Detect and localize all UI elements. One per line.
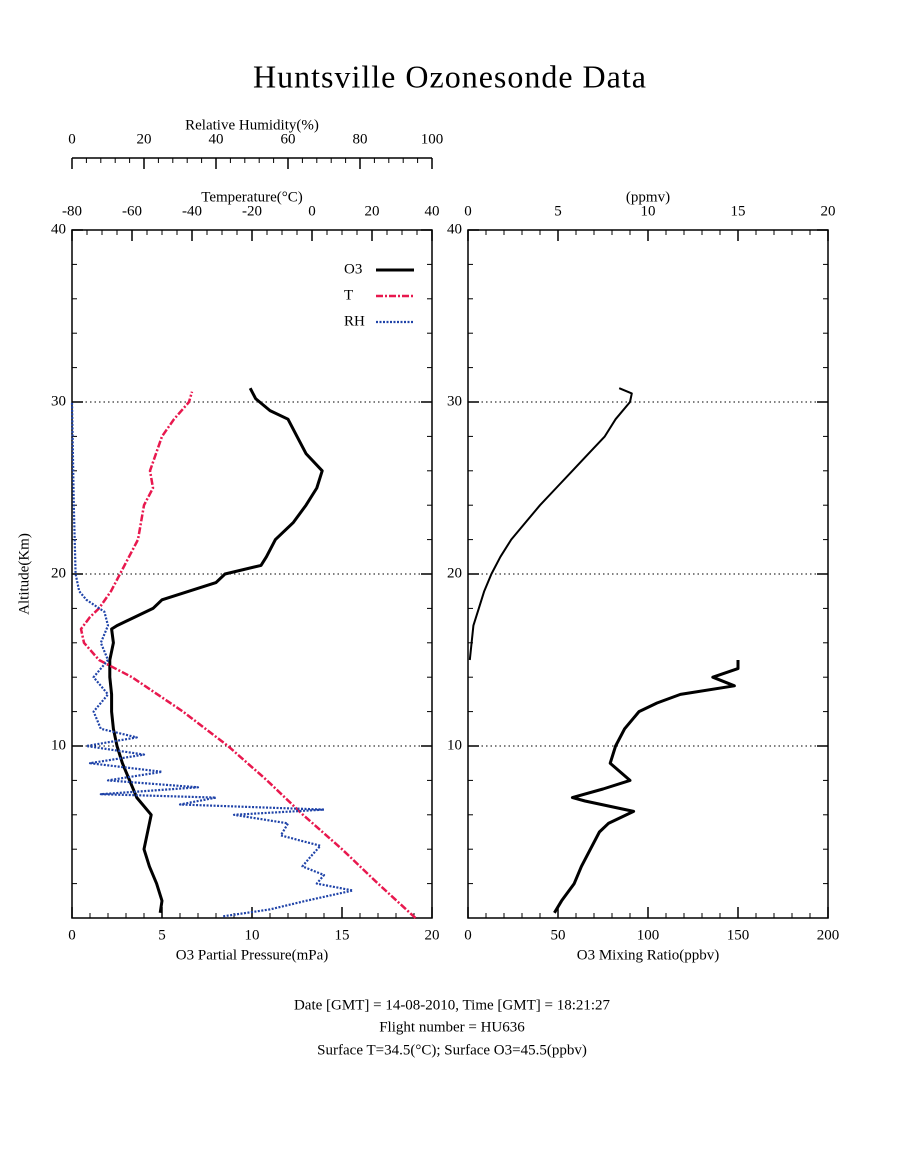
x-tick-label: 10 — [641, 203, 656, 219]
y-tick-label: 30 — [51, 393, 66, 409]
footer-line: Flight number = HU636 — [379, 1019, 525, 1035]
x-tick-label: 0 — [464, 927, 472, 943]
y-tick-label: 20 — [447, 565, 462, 581]
x-tick-label: 80 — [353, 131, 368, 147]
x-tick-label: 200 — [817, 927, 840, 943]
x-tick-label: 10 — [245, 927, 260, 943]
x-tick-label: 0 — [464, 203, 472, 219]
footer-line: Surface T=34.5(°C); Surface O3=45.5(ppbv… — [317, 1042, 587, 1058]
y-tick-label: 40 — [51, 221, 66, 237]
x-tick-label: 50 — [551, 927, 566, 943]
x-tick-label: 20 — [821, 203, 836, 219]
x-axis-label: O3 Partial Pressure(mPa) — [176, 947, 328, 963]
x-tick-label: 5 — [158, 927, 166, 943]
legend-label: RH — [344, 313, 365, 329]
series-line — [553, 660, 740, 914]
x-tick-label: 20 — [137, 131, 152, 147]
legend-label: T — [344, 287, 353, 303]
y-tick-label: 10 — [447, 737, 462, 753]
x-tick-label: -40 — [182, 203, 202, 219]
y-tick-label: 30 — [447, 393, 462, 409]
legend-label: O3 — [344, 261, 362, 277]
x-tick-label: 0 — [68, 131, 76, 147]
y-tick-label: 10 — [51, 737, 66, 753]
x-tick-label: 15 — [335, 927, 350, 943]
x-tick-label: -80 — [62, 203, 82, 219]
x-tick-label: 40 — [209, 131, 224, 147]
series-line — [79, 391, 417, 919]
x-tick-label: 40 — [425, 203, 440, 219]
x-tick-label: 15 — [731, 203, 746, 219]
x-tick-label: 20 — [425, 927, 440, 943]
x-tick-label: 0 — [308, 203, 316, 219]
x-axis-label: Temperature(°C) — [201, 189, 303, 205]
x-tick-label: -60 — [122, 203, 142, 219]
series-line — [108, 387, 324, 914]
y-tick-label: 40 — [447, 221, 462, 237]
x-tick-label: 150 — [727, 927, 750, 943]
x-tick-label: -20 — [242, 203, 262, 219]
series-line — [468, 387, 633, 661]
x-tick-label: 0 — [68, 927, 76, 943]
x-axis-label: O3 Mixing Ratio(ppbv) — [577, 947, 720, 963]
series-line — [70, 401, 354, 918]
x-axis-label: Relative Humidity(%) — [185, 117, 319, 133]
x-tick-label: 60 — [281, 131, 296, 147]
y-tick-label: 20 — [51, 565, 66, 581]
page-title: Huntsville Ozonesonde Data — [253, 58, 647, 94]
x-axis-label: (ppmv) — [626, 189, 670, 205]
x-tick-label: 100 — [421, 131, 444, 147]
x-tick-label: 100 — [637, 927, 660, 943]
x-tick-label: 20 — [365, 203, 380, 219]
x-tick-label: 5 — [554, 203, 562, 219]
footer-line: Date [GMT] = 14-08-2010, Time [GMT] = 18… — [294, 997, 611, 1013]
y-axis-label: Altitude(Km) — [16, 533, 32, 615]
